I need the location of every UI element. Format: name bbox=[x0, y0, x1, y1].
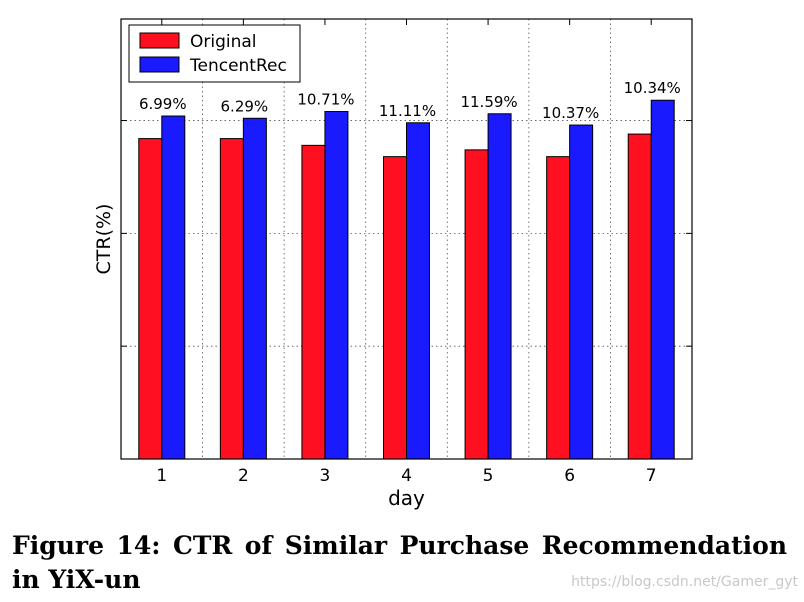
x-axis-label: day bbox=[388, 486, 425, 510]
bar-original-day-5 bbox=[464, 149, 489, 460]
data-label: 11.11% bbox=[379, 102, 436, 120]
data-label: 10.34% bbox=[624, 79, 681, 97]
bar-tencentrec-day-5 bbox=[487, 113, 512, 460]
bar-tencentrec-day-3 bbox=[324, 111, 349, 460]
x-tick-label: 5 bbox=[483, 466, 494, 486]
bar-original-day-4 bbox=[383, 156, 407, 460]
legend-label-tencentrec: TencentRec bbox=[189, 56, 287, 76]
data-label: 10.37% bbox=[542, 104, 599, 122]
bar-tencentrec-day-6 bbox=[569, 124, 594, 460]
data-label: 6.99% bbox=[139, 95, 187, 113]
bar-original-day-7 bbox=[627, 133, 652, 460]
data-label: 10.71% bbox=[297, 91, 354, 109]
plot-frame bbox=[120, 18, 693, 460]
legend-label-original: Original bbox=[190, 32, 257, 52]
bar-tencentrec-day-2 bbox=[242, 117, 267, 460]
bar-tencentrec-day-4 bbox=[406, 122, 430, 460]
bar-tencentrec-day-7 bbox=[650, 99, 675, 460]
bar-original-day-3 bbox=[301, 144, 326, 460]
bar-original-day-6 bbox=[546, 156, 571, 460]
watermark: https://blog.csdn.net/Gamer_gyt bbox=[571, 574, 798, 590]
x-tick-label: 1 bbox=[156, 466, 167, 486]
bar-tencentrec-day-1 bbox=[161, 115, 186, 460]
x-tick-label: 2 bbox=[238, 466, 249, 486]
bar-chart: 6.99% 1 6.29% 2 10.71% 3 11.11% 4 11.59% 5 10.37% 6… bbox=[93, 18, 693, 510]
x-tick-label: 4 bbox=[401, 466, 412, 486]
x-tick-label: 3 bbox=[320, 466, 331, 486]
y-axis-label: CTR(%) bbox=[93, 204, 115, 275]
bar-original-day-1 bbox=[138, 138, 163, 460]
data-label: 6.29% bbox=[221, 97, 269, 115]
x-tick-label: 6 bbox=[564, 466, 575, 486]
legend-swatch-tencentrec bbox=[139, 56, 180, 73]
bar-original-day-2 bbox=[219, 138, 244, 460]
figure-caption: Figure 14: CTR of Similar Purchase Recom… bbox=[12, 531, 787, 594]
x-tick-label: 7 bbox=[646, 466, 657, 486]
data-label: 11.59% bbox=[460, 93, 517, 111]
legend-swatch-original bbox=[139, 32, 180, 49]
